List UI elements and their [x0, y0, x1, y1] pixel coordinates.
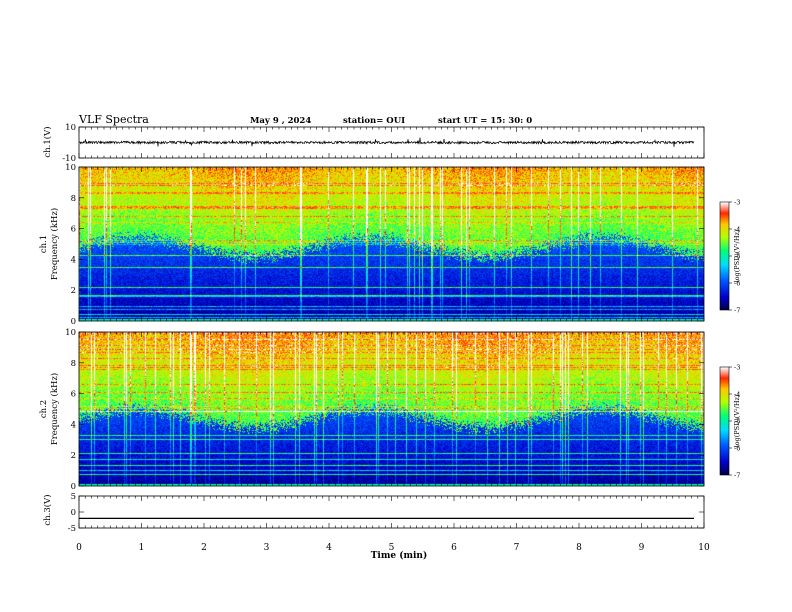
x-tick-label: 3: [264, 543, 270, 553]
colorbar-tick-label: -6: [734, 280, 740, 288]
date-label: May 9 , 2024: [250, 116, 311, 126]
colorbar-tick-label: -5: [734, 418, 740, 426]
figure-title: VLF Spectra: [78, 113, 149, 126]
ch1-spectrogram-ytick-label: 8: [71, 194, 76, 204]
station-label: station= OUI: [343, 116, 405, 126]
ch1-colorbar-label: log(PSD)(V²/Hz): [733, 229, 741, 282]
ch2-spectrogram-ytick-label: 10: [65, 328, 76, 338]
ch3-waveform-ytick-label: 5: [71, 492, 76, 502]
ch2-spectrogram-image: [79, 332, 704, 486]
ch1-frequency-ylabel: Frequency (kHz): [49, 208, 60, 280]
ch3-waveform-ytick-label: -5: [68, 524, 76, 534]
colorbar-tick-label: -4: [734, 226, 740, 234]
colorbar-tick-label: -7: [734, 472, 740, 480]
colorbar-tick-label: -4: [734, 391, 740, 399]
ch2-frequency-ylabel: Frequency (kHz): [49, 373, 60, 445]
ch2-label: ch.2: [39, 400, 49, 418]
ch1-colorbar: [720, 202, 729, 310]
ch1-spectrogram-ytick-label: 0: [71, 317, 76, 327]
x-tick-label: 7: [514, 543, 520, 553]
ch2-spectrogram-ytick-label: 6: [71, 390, 76, 400]
ch1-spectrogram-ytick-label: 10: [65, 163, 76, 173]
colorbar-tick-label: -7: [734, 307, 740, 315]
x-tick-label: 2: [201, 543, 207, 553]
ch2-spectrogram-ytick-label: 2: [71, 451, 76, 461]
x-axis-label: Time (min): [371, 550, 428, 561]
x-tick-label: 1: [139, 543, 145, 553]
ch1-waveform-ytick-label: 10: [65, 123, 76, 133]
x-tick-label: 5: [389, 543, 395, 553]
ch3-waveform-ytick-label: 0: [71, 508, 76, 518]
start-time-label: start UT = 15: 30: 0: [438, 116, 532, 126]
ch2-spectrogram-ytick-label: 4: [71, 420, 76, 430]
ch3-waveform-ylabel: ch.3(V): [42, 494, 53, 525]
ch1-spectrogram-image: [79, 167, 704, 321]
ch2-spectrogram-ytick-label: 0: [71, 482, 76, 492]
ch2-colorbar-label: log(PSD)(V²/Hz): [733, 394, 741, 447]
x-tick-label: 8: [576, 543, 582, 553]
ch2-spectrogram-ytick-label: 8: [71, 359, 76, 369]
colorbar-tick-label: -3: [734, 364, 740, 372]
x-tick-label: 10: [698, 543, 710, 553]
colorbar-tick-label: -5: [734, 253, 740, 261]
colorbar-tick-label: -6: [734, 445, 740, 453]
ch1-label: ch.1: [39, 235, 49, 253]
ch2-colorbar: [720, 367, 729, 475]
ch1-waveform-trace: [78, 137, 695, 147]
x-tick-label: 6: [451, 543, 457, 553]
colorbar-tick-label: -3: [734, 199, 740, 207]
ch1-spectrogram-ytick-label: 2: [71, 286, 76, 296]
x-tick-label: 0: [76, 543, 82, 553]
x-tick-label: 4: [326, 543, 332, 553]
ch1-waveform-ylabel: ch.1(V): [42, 126, 53, 157]
ch1-spectrogram-ytick-label: 6: [71, 225, 76, 235]
ch1-waveform-ytick-label: -10: [62, 154, 76, 164]
ch1-spectrogram-ytick-label: 4: [71, 255, 76, 265]
x-tick-label: 9: [639, 543, 645, 553]
